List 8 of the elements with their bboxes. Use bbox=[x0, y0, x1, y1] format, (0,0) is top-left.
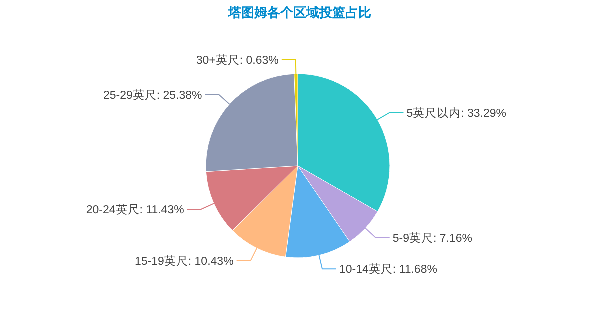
slice-label: 15-19英尺: 10.43% bbox=[134, 254, 234, 268]
slice-label: 25-29英尺: 25.38% bbox=[103, 89, 202, 102]
slice-label: 5英尺以内: 33.29% bbox=[406, 106, 507, 120]
slice-label: 20-24英尺: 11.43% bbox=[86, 203, 184, 216]
slice-label: 5-9英尺: 7.16% bbox=[392, 232, 472, 245]
slice-label: 30+英尺: 0.63% bbox=[196, 54, 279, 68]
slice-label: 10-14英尺: 11.68% bbox=[339, 263, 438, 276]
chart-title: 塔图姆各个区域投篮占比 bbox=[228, 5, 372, 20]
